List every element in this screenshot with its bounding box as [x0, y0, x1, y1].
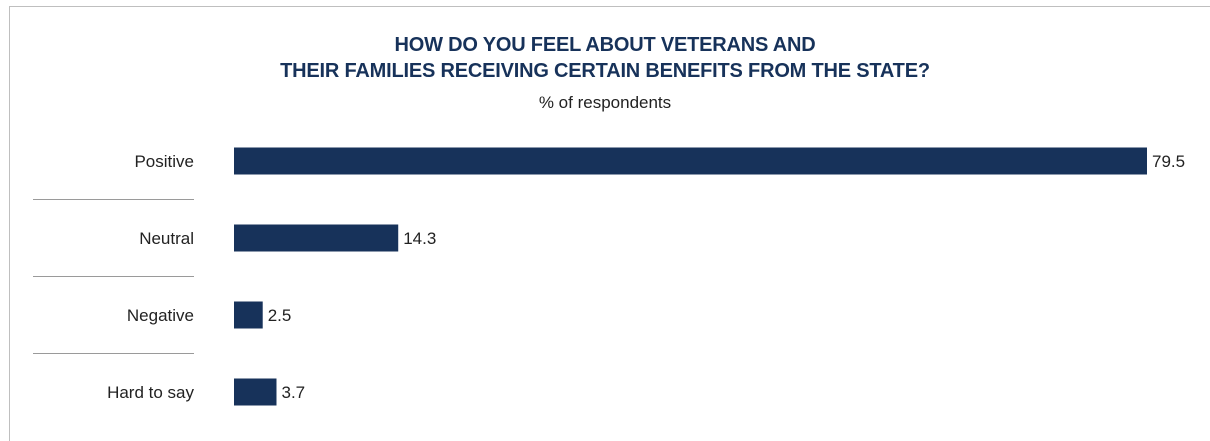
- bar-positive: [234, 147, 1147, 175]
- bar-hard-to-say: [234, 378, 277, 406]
- value-label-hard-to-say: 3.7: [281, 383, 305, 402]
- chart-frame: [9, 6, 1210, 441]
- value-label-negative: 2.5: [268, 306, 292, 325]
- chart-title-line-1: HOW DO YOU FEEL ABOUT VETERANS AND: [394, 34, 816, 56]
- bar-neutral: [234, 224, 399, 252]
- category-label-hard-to-say: Hard to say: [107, 383, 194, 402]
- chart-title-line-2: THEIR FAMILIES RECEIVING CERTAIN BENEFIT…: [280, 60, 930, 82]
- value-label-positive: 79.5: [1152, 152, 1185, 171]
- value-label-neutral: 14.3: [403, 229, 436, 248]
- chart-subtitle: % of respondents: [538, 93, 672, 112]
- bar-negative: [234, 301, 263, 329]
- category-label-negative: Negative: [127, 306, 194, 325]
- category-label-positive: Positive: [134, 152, 194, 171]
- category-label-neutral: Neutral: [139, 229, 194, 248]
